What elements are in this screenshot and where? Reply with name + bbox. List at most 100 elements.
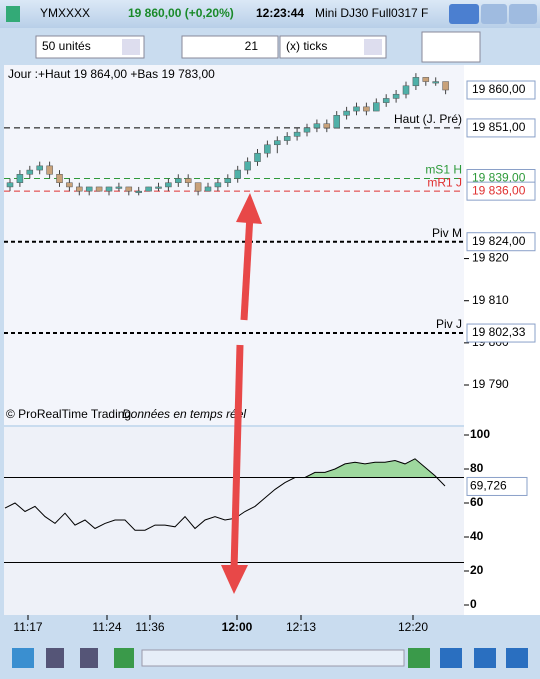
- chart-header: Jour :+Haut 19 864,00 +Bas 19 783,00: [8, 67, 215, 81]
- indicator-line: [4, 458, 446, 531]
- candle-body: [333, 115, 340, 129]
- level-box: [466, 323, 536, 343]
- current-price: 19 860,00: [472, 82, 526, 96]
- x-tick-label: 12:00: [222, 620, 253, 634]
- candle-body: [194, 182, 202, 192]
- dropdown[interactable]: [122, 39, 140, 55]
- candle-body: [175, 178, 182, 183]
- candle-body: [412, 77, 420, 87]
- price-box: [466, 80, 536, 100]
- candle-body: [353, 106, 360, 112]
- mode-label: (x) ticks: [286, 39, 327, 53]
- candle-body: [105, 186, 113, 192]
- symbol[interactable]: YMXXXX: [40, 6, 90, 20]
- mode-select[interactable]: [279, 35, 387, 59]
- y-tick-label: 80: [470, 461, 484, 475]
- candle-body: [402, 85, 410, 95]
- candle-body: [382, 98, 390, 103]
- tool-button[interactable]: [12, 648, 34, 668]
- zoom-button[interactable]: [440, 648, 462, 668]
- zoom-out[interactable]: [474, 648, 496, 668]
- y-tick-label: 19 790: [472, 377, 509, 391]
- candle-body: [323, 123, 331, 129]
- candle-body: [155, 186, 162, 189]
- y-tick-label: 100: [470, 427, 490, 441]
- keyboard-button[interactable]: [449, 4, 479, 24]
- count-input[interactable]: [181, 35, 279, 59]
- candle-body: [343, 110, 350, 116]
- x-tick-label: 12:13: [286, 620, 316, 634]
- tool-button[interactable]: [408, 648, 430, 668]
- indicator-value: 69,726: [470, 479, 507, 493]
- candle-body: [184, 178, 192, 183]
- close-button[interactable]: [509, 4, 537, 24]
- tool-button[interactable]: [46, 648, 64, 668]
- candle-body: [145, 186, 152, 192]
- candle-body: [373, 102, 380, 112]
- candle-body: [363, 106, 370, 112]
- level-label: 19 836,00: [472, 183, 526, 197]
- tool-button[interactable]: [114, 648, 134, 668]
- level-box: [466, 232, 536, 252]
- level-label: 19 824,00: [472, 234, 526, 248]
- level-name: mR1 J: [427, 175, 462, 189]
- units-label: 50 unités: [42, 39, 91, 53]
- y-tick-label: 0: [470, 597, 477, 611]
- candle-body: [46, 165, 53, 175]
- candle-body: [66, 182, 73, 188]
- level-name: Piv J: [436, 317, 462, 331]
- level-name: Piv M: [432, 226, 462, 240]
- level-name: mS1 H: [425, 163, 462, 177]
- copyright: © ProRealTime Trading: [6, 407, 131, 421]
- scrollbar[interactable]: [141, 649, 405, 667]
- candle-body: [442, 81, 449, 91]
- candle-body: [135, 190, 142, 193]
- candle-body: [204, 186, 212, 192]
- level-label: 19 802,33: [472, 325, 526, 339]
- overbought-area: [305, 458, 437, 477]
- level-label: 19 851,00: [472, 120, 526, 134]
- candle-body: [422, 77, 430, 82]
- toolbar-icons: [12, 648, 528, 668]
- candle-body: [6, 182, 14, 188]
- candle-body: [125, 186, 133, 192]
- price: 19 860,00 (+0,20%): [128, 6, 234, 20]
- tool-button[interactable]: [80, 648, 98, 668]
- annotation-arrow: [221, 193, 262, 594]
- zoom-in[interactable]: [506, 648, 528, 668]
- x-tick-label: 12:20: [398, 620, 428, 634]
- dropdown[interactable]: [364, 39, 382, 55]
- price-panel: [4, 65, 464, 425]
- candle-body: [313, 123, 321, 129]
- candle-body: [115, 186, 123, 189]
- time: 12:23:44: [256, 6, 304, 20]
- units-select[interactable]: [35, 35, 145, 59]
- chart-type-button[interactable]: [421, 31, 481, 63]
- candle-body: [244, 161, 251, 171]
- candle-body: [274, 140, 281, 146]
- x-tick-label: 11:24: [92, 620, 121, 634]
- level-box: [466, 181, 536, 201]
- candle-body: [432, 81, 439, 84]
- candle-body: [293, 131, 301, 137]
- y-tick-label: 19 820: [472, 251, 509, 265]
- restore-button[interactable]: [481, 4, 507, 24]
- candle-body: [234, 169, 241, 179]
- candle-body: [254, 152, 261, 162]
- candle-body: [392, 93, 400, 99]
- count-value: 21: [245, 39, 259, 53]
- candle-body: [95, 186, 103, 192]
- level-label: 19 839,00: [472, 171, 526, 185]
- candle-body: [85, 186, 93, 192]
- y-tick-label: 20: [470, 563, 484, 577]
- candle-body: [303, 127, 311, 133]
- y-tick-label: 60: [470, 495, 484, 509]
- candle-body: [283, 136, 291, 141]
- x-tick-label: 11:36: [135, 620, 164, 634]
- app-icon: [6, 6, 20, 22]
- y-tick-label: 19 810: [472, 293, 509, 307]
- candle-body: [16, 174, 24, 183]
